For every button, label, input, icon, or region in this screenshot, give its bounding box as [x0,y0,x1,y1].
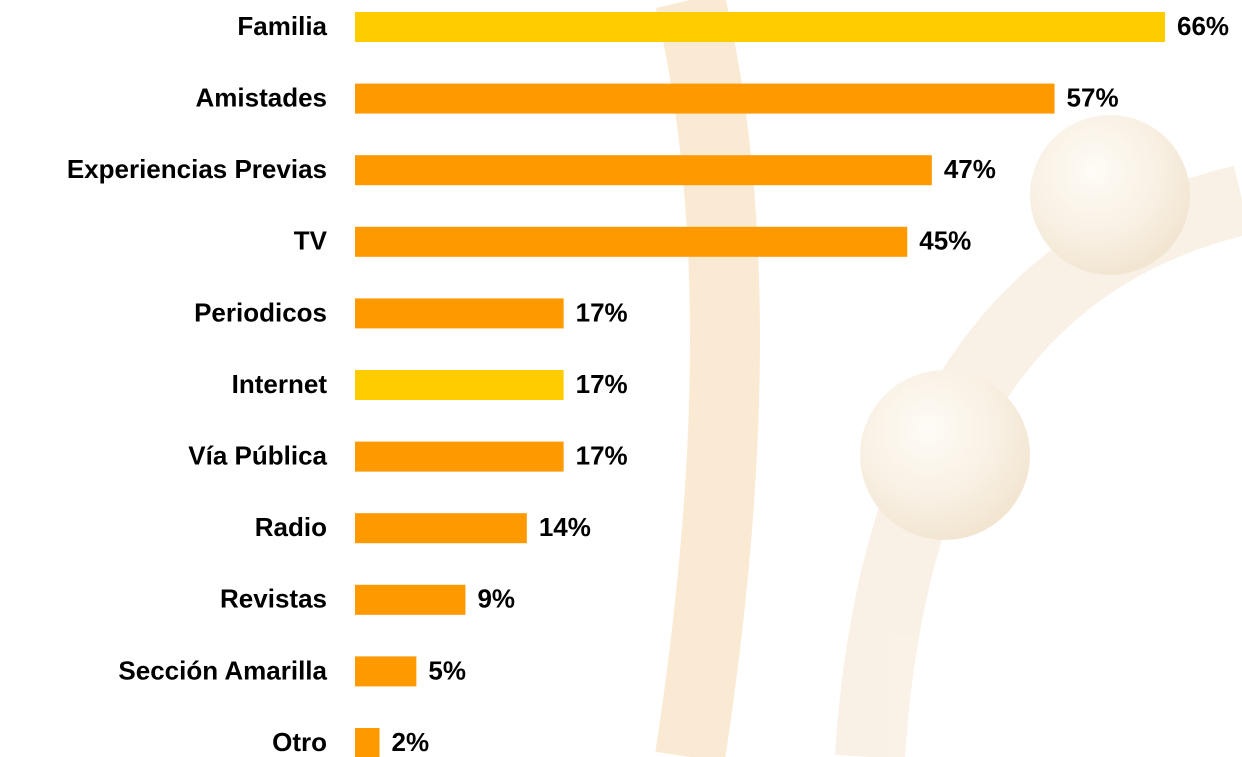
category-label: Internet [232,369,328,399]
bar [355,728,380,757]
bar [355,155,932,185]
category-label: Amistades [196,82,328,112]
bar [355,227,907,257]
category-label: Radio [255,512,327,542]
bar [355,12,1165,42]
value-label: 14% [539,512,591,542]
category-label: TV [294,226,328,256]
bar [355,298,564,328]
value-label: 17% [576,369,628,399]
category-label: Otro [272,727,327,757]
bar [355,513,527,543]
chart: Familia 66% Amistades 57% Experiencias Previ… [0,0,1242,757]
value-label: 47% [944,154,996,184]
value-label: 17% [576,440,628,470]
bar [355,442,564,472]
bar [355,84,1055,114]
value-label: 17% [576,297,628,327]
category-label: Experiencias Previas [67,154,327,184]
category-label: Periodicos [194,297,327,327]
value-label: 2% [392,727,430,757]
value-label: 57% [1067,82,1119,112]
value-label: 5% [428,655,466,685]
category-label: Sección Amarilla [118,655,327,685]
value-label: 66% [1177,11,1229,41]
bar [355,585,465,615]
plot: Familia 66% Amistades 57% Experiencias Previ… [67,11,1229,757]
category-label: Vía Pública [188,440,327,470]
category-label: Familia [237,11,327,41]
bar [355,370,564,400]
value-label: 45% [919,226,971,256]
bar [355,656,416,686]
value-label: 9% [477,584,515,614]
category-label: Revistas [220,584,327,614]
